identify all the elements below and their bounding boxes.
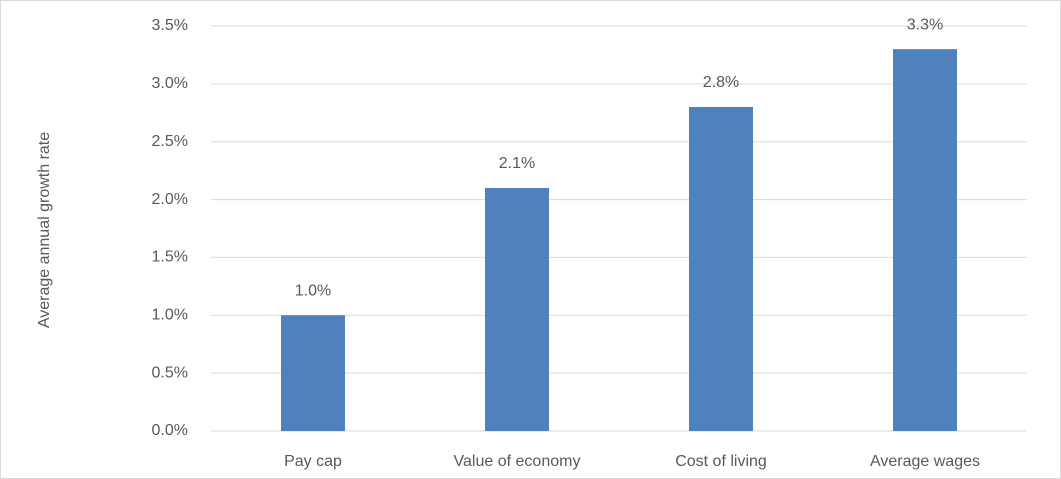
bar [893, 49, 957, 432]
y-tick-label: 1.5% [152, 249, 188, 266]
x-tick-label: Cost of living [675, 453, 767, 470]
x-tick-label: Value of economy [454, 453, 581, 470]
x-tick-label: Average wages [870, 453, 980, 470]
bar [281, 315, 345, 431]
y-axis-label: Average annual growth rate [36, 132, 53, 328]
x-tick-label: Pay cap [284, 453, 342, 470]
data-label: 3.3% [907, 16, 943, 33]
y-tick-label: 0.0% [152, 422, 188, 439]
data-label: 2.8% [703, 74, 739, 91]
y-tick-label: 3.0% [152, 75, 188, 92]
y-tick-label: 2.0% [152, 191, 188, 208]
bar [689, 107, 753, 431]
bar [485, 188, 549, 431]
y-tick-label: 1.0% [152, 307, 188, 324]
data-label: 2.1% [499, 155, 535, 172]
y-tick-label: 0.5% [152, 364, 188, 381]
y-tick-label: 2.5% [152, 133, 188, 150]
y-tick-label: 3.5% [152, 17, 188, 34]
data-label: 1.0% [295, 283, 331, 300]
